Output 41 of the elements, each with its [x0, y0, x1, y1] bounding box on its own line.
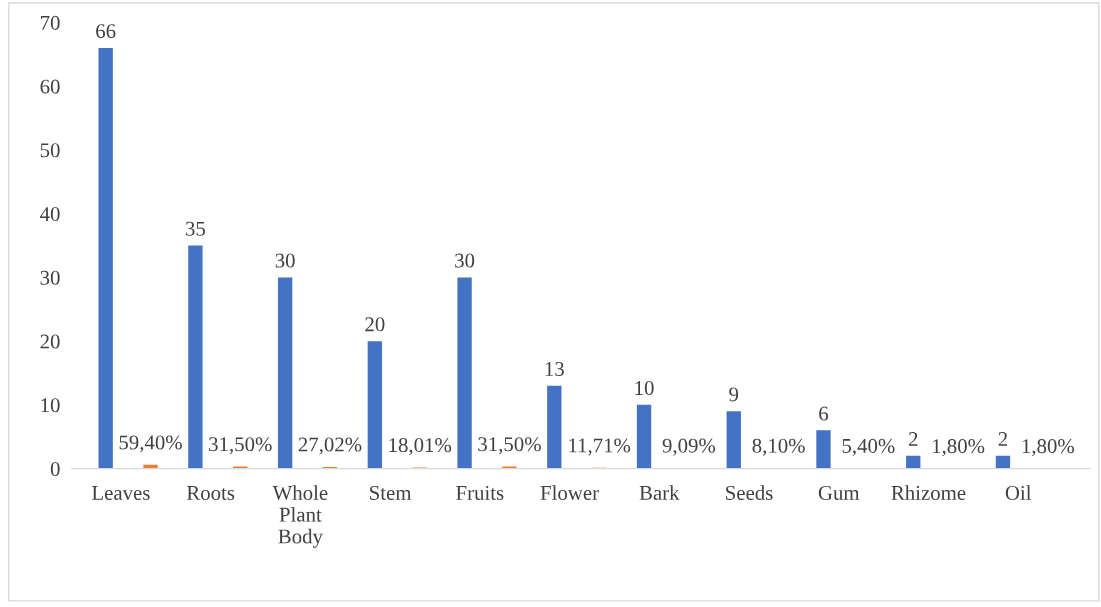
- y-tick-label: 50: [40, 143, 60, 158]
- x-tick-label: Seeds: [726, 485, 773, 500]
- data-label: 59,40%: [119, 435, 182, 453]
- data-label: 11,71%: [569, 438, 631, 456]
- data-label: 9: [729, 387, 739, 402]
- data-label: 9,09%: [662, 438, 716, 456]
- data-label: 10: [635, 381, 654, 396]
- x-tick-label: Leaves: [92, 486, 150, 500]
- data-label: 13: [545, 361, 564, 376]
- data-label: 5,40%: [842, 438, 895, 456]
- data-label: 1,80%: [1022, 439, 1075, 457]
- data-label: 20: [365, 317, 385, 332]
- data-label: 8,10%: [752, 438, 805, 456]
- data-label: 30: [275, 253, 295, 268]
- y-tick-label: 0: [50, 461, 60, 477]
- data-label: 2: [998, 432, 1008, 446]
- x-tick-label: Flower: [540, 485, 599, 500]
- data-label: 1,80%: [933, 439, 985, 457]
- data-label: 31,50%: [209, 437, 272, 455]
- data-label: 18,01%: [389, 438, 452, 456]
- y-tick-label: 20: [40, 334, 60, 349]
- data-label: 30: [455, 253, 475, 268]
- x-tick-label: Roots: [186, 486, 235, 500]
- data-label: 27,02%: [298, 437, 362, 455]
- x-tick-label: Rhizome: [891, 485, 966, 500]
- y-tick-label: 70: [40, 15, 60, 30]
- data-label: 66: [96, 24, 116, 39]
- y-tick-label: 10: [41, 398, 60, 413]
- data-label: 2: [908, 432, 918, 446]
- x-tick-label: Fruits: [456, 485, 504, 500]
- x-tick-label: Oil: [1005, 485, 1032, 500]
- x-tick-label: Stem: [370, 485, 412, 500]
- data-label: 6: [819, 406, 829, 421]
- y-tick-label: 40: [40, 207, 60, 222]
- data-label: 31,50%: [478, 437, 541, 455]
- x-tick-label: Whole Plant Body: [272, 485, 328, 548]
- y-tick-label: 30: [40, 270, 60, 285]
- data-label: 35: [185, 221, 205, 236]
- x-tick-label: Bark: [639, 485, 680, 500]
- y-tick-label: 60: [40, 79, 60, 94]
- x-tick-label: Gum: [818, 485, 860, 500]
